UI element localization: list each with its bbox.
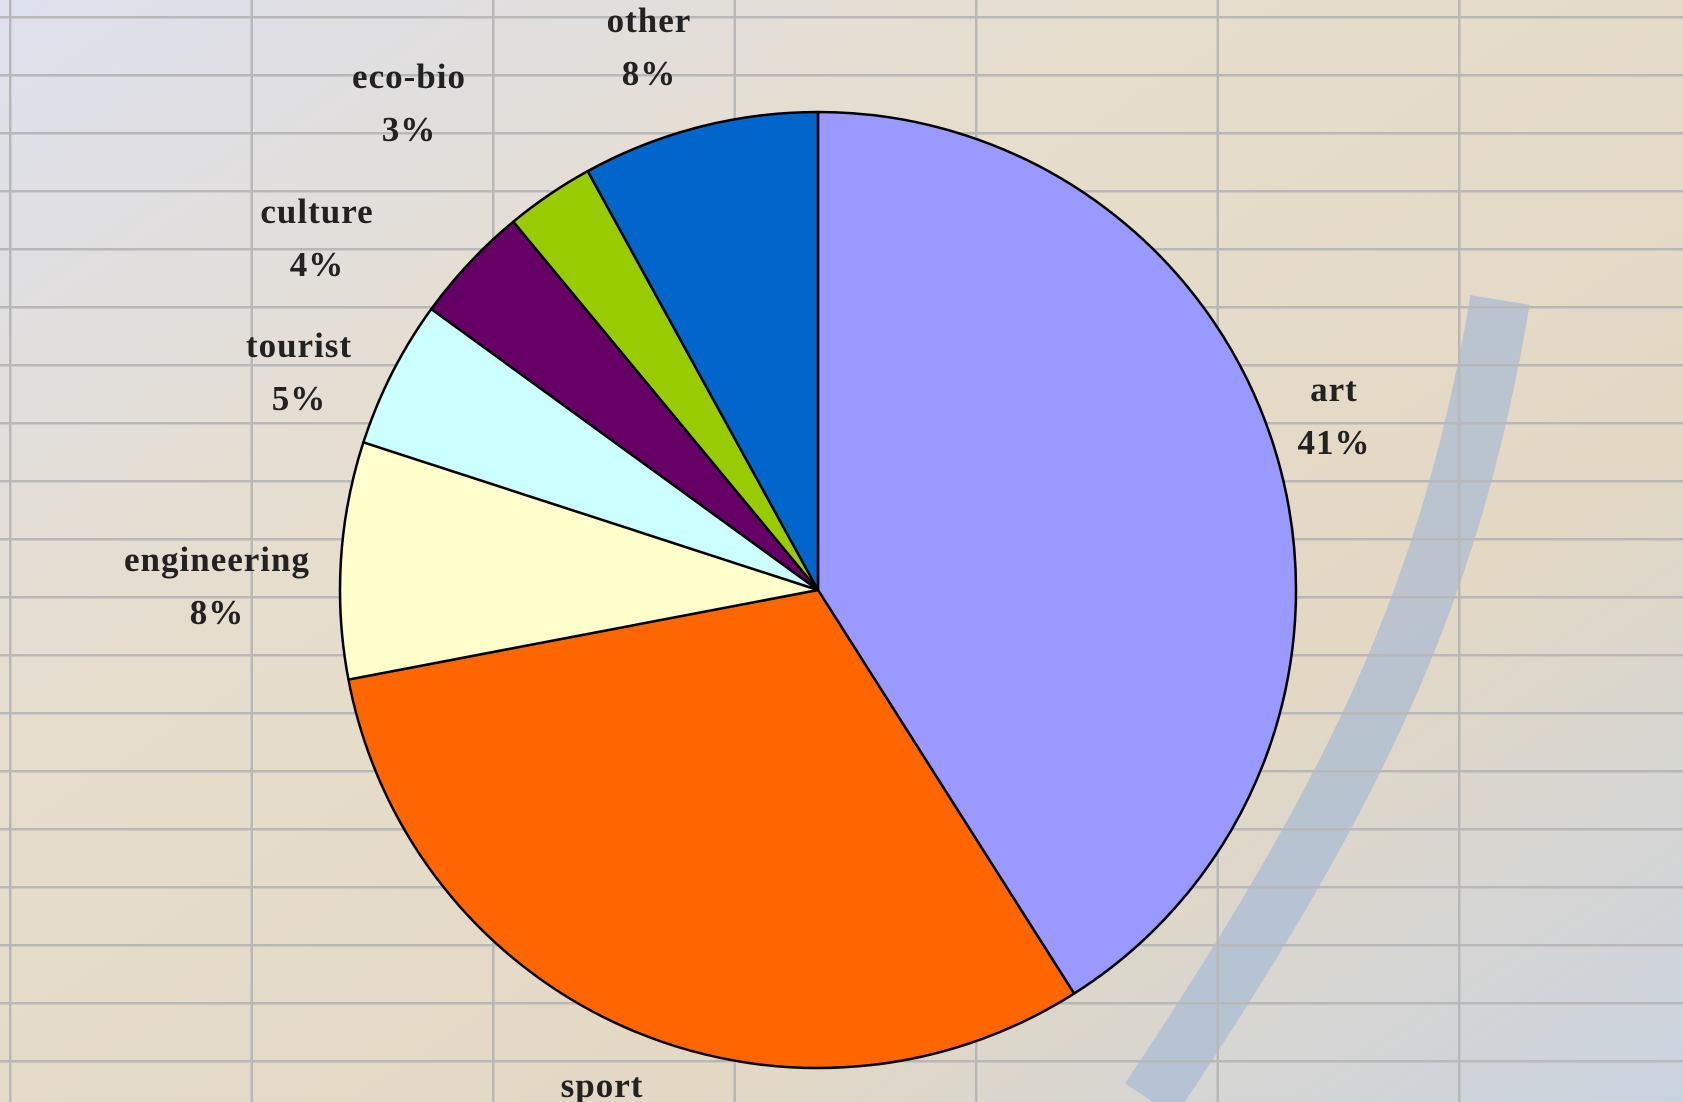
slice-value-label: 8% (190, 593, 245, 632)
slice-value-label: 5% (272, 379, 327, 418)
slice-label: engineering (124, 540, 310, 579)
slice-label: other (607, 1, 692, 40)
slice-label: sport (561, 1066, 644, 1102)
slice-label: culture (260, 192, 373, 231)
slice-label: eco-bio (352, 57, 466, 96)
slice-value-label: 4% (290, 245, 345, 284)
slice-value-label: 41% (1298, 423, 1371, 462)
slice-value-label: 3% (382, 110, 437, 149)
slice-label: art (1310, 370, 1358, 409)
slice-value-label: 8% (622, 54, 677, 93)
slice-label: tourist (246, 326, 352, 365)
chart: art 41% sport engineering 8% tourist 5% culture… (0, 0, 1683, 1102)
